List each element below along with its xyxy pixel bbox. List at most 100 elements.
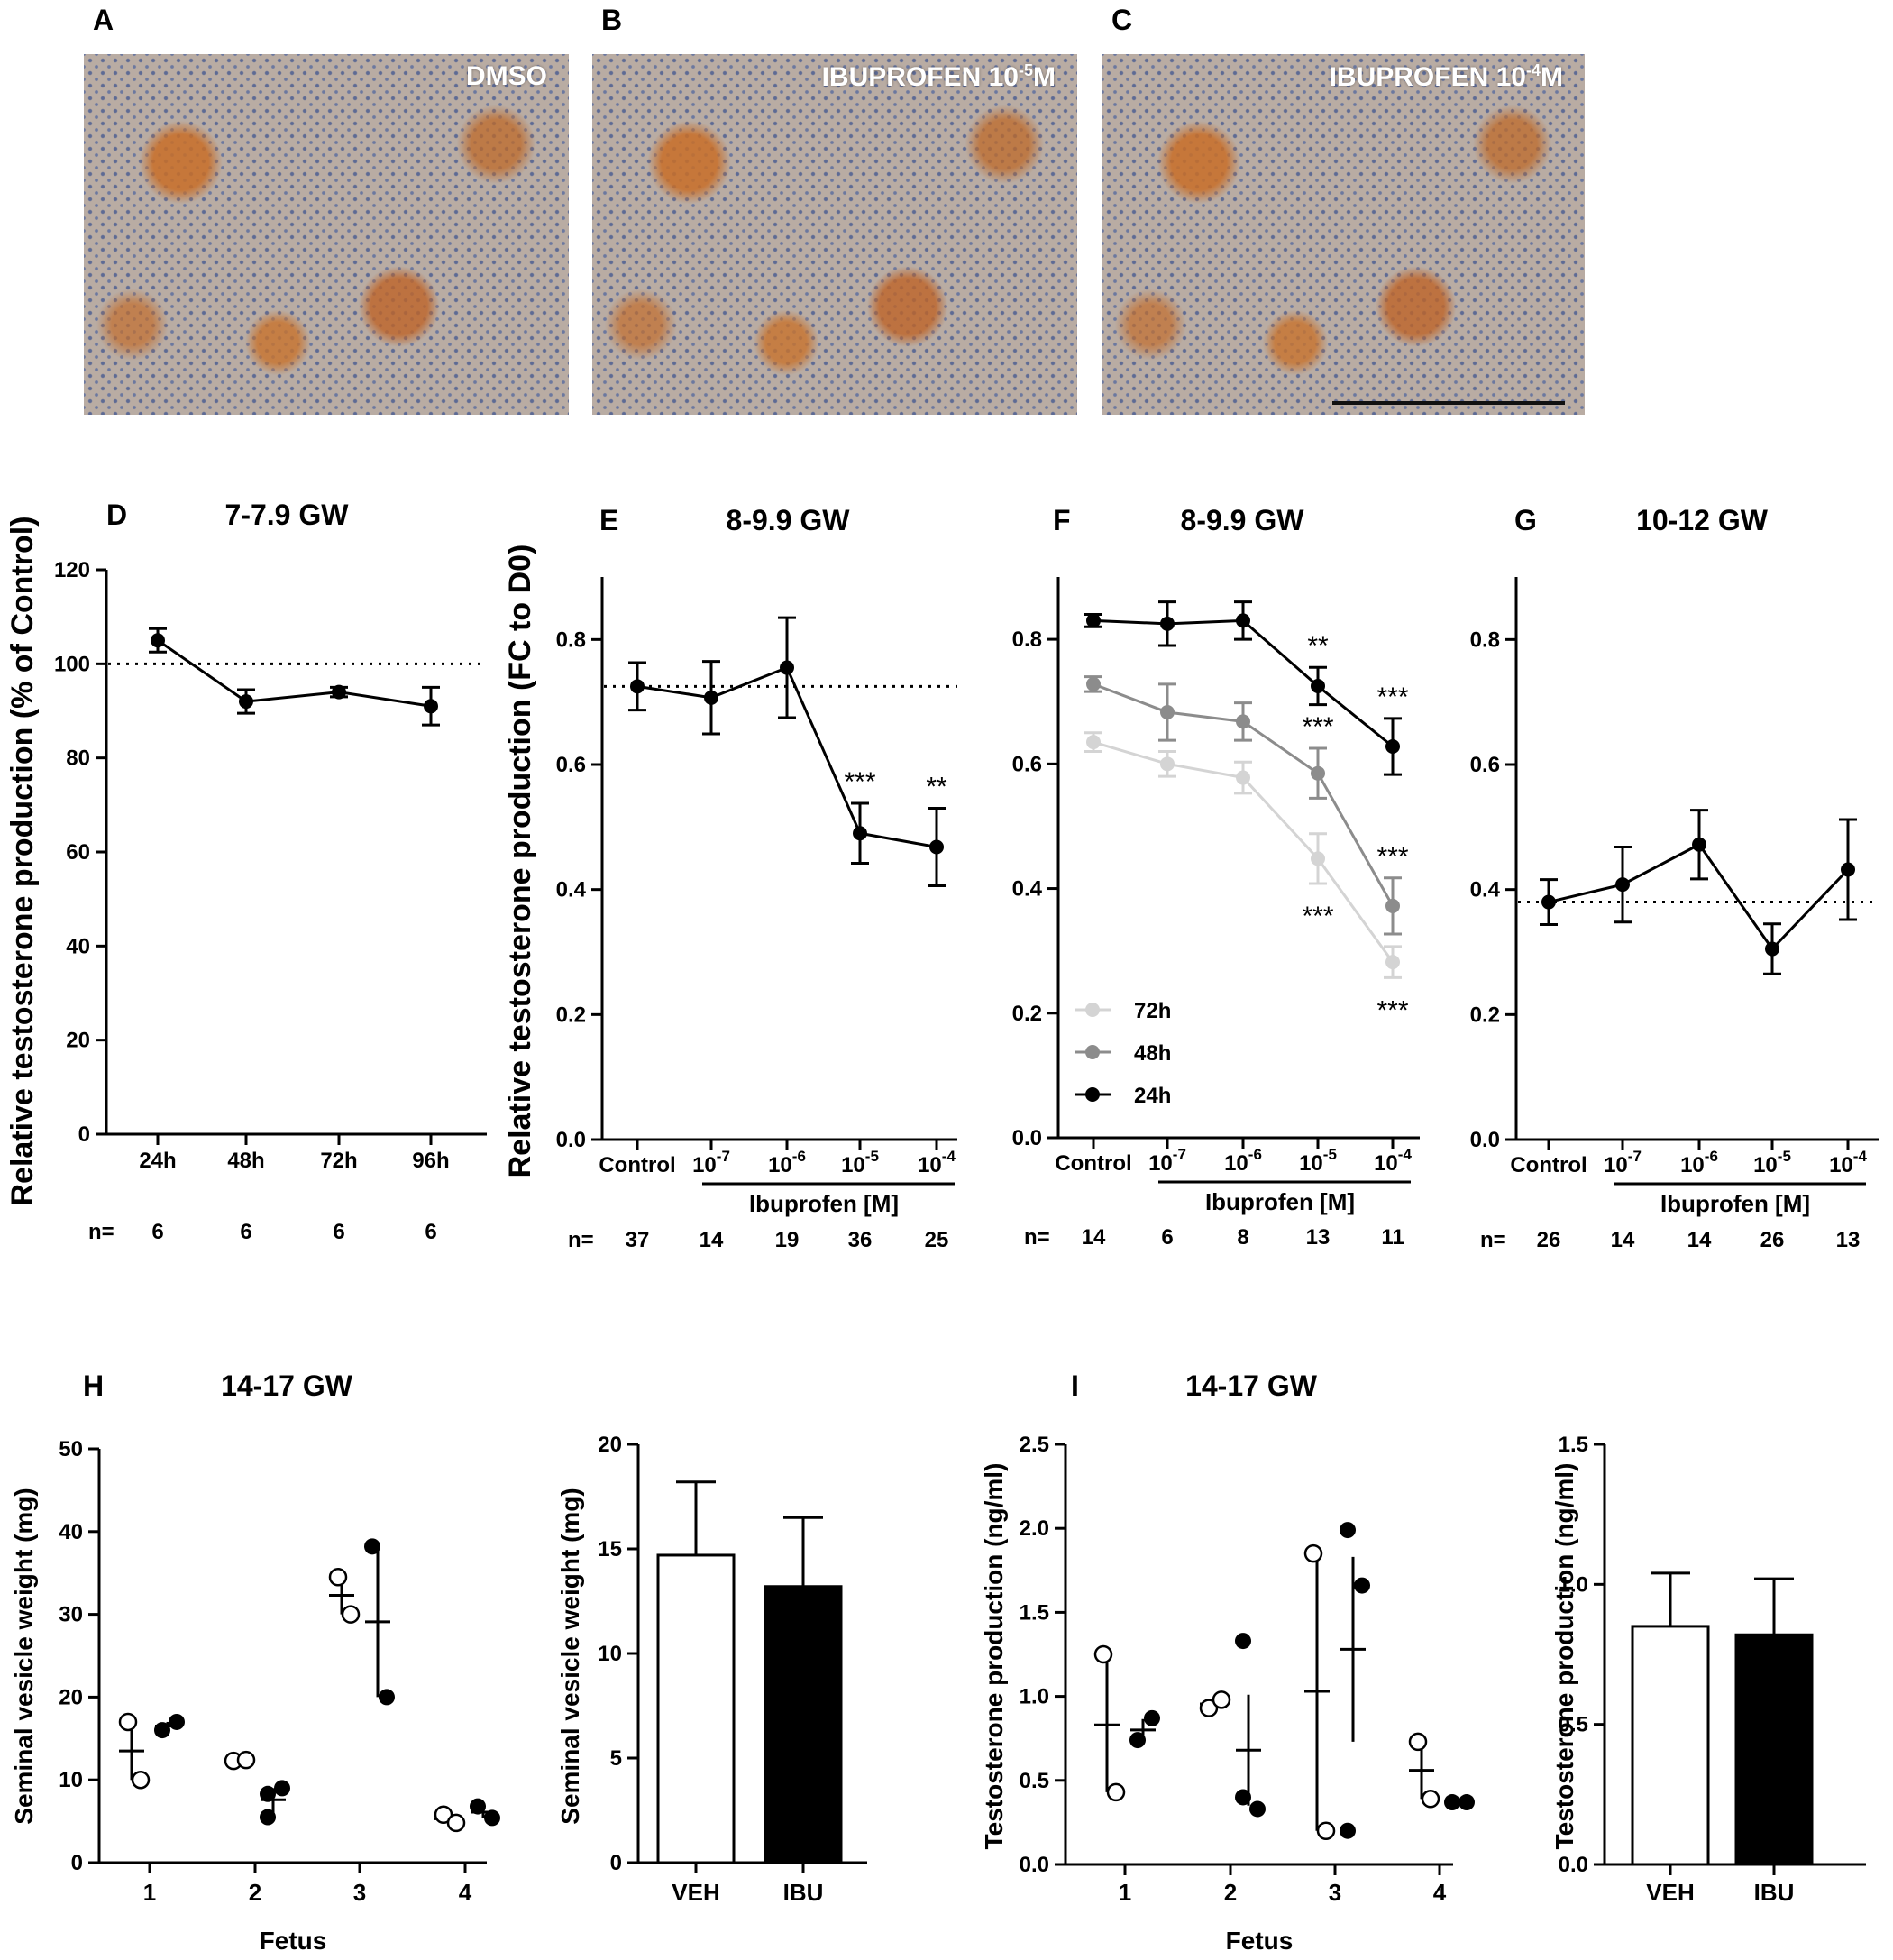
data-point [1160, 616, 1175, 631]
micrograph-label-ibuprofen-1e-5: IBUPROFEN 10-5M [821, 61, 1056, 92]
n-count: 26 [1760, 1228, 1785, 1252]
ibu-point [1235, 1633, 1251, 1650]
y-axis-label: Seminal vesicle weight (mg) [556, 1488, 584, 1824]
x-tick-label: 4 [459, 1879, 472, 1906]
group-label: Ibuprofen [M] [1205, 1188, 1355, 1215]
ibu-point [260, 1809, 276, 1826]
ibu-point [484, 1809, 500, 1827]
veh-point [131, 1770, 151, 1790]
panel-letter-a: A [93, 4, 114, 36]
n-label: n= [1480, 1228, 1506, 1252]
veh-point [1093, 1644, 1113, 1664]
y-tick-label: 120 [54, 558, 90, 582]
series [1540, 809, 1857, 975]
chart-title: 7-7.9 GW [225, 499, 350, 531]
n-count: 37 [626, 1228, 650, 1252]
micrograph-dmso: DMSO [84, 54, 569, 415]
y-axis-label: Relative testosterone production (FC to … [503, 545, 537, 1178]
y-tick-label: 0 [610, 1851, 622, 1875]
data-point [1086, 735, 1101, 750]
y-tick-label: 0.5 [1020, 1769, 1049, 1793]
bar-ibu [1734, 1633, 1814, 1866]
x-tick-label: 10-4 [1829, 1148, 1867, 1177]
y-tick-label: 0.0 [1559, 1853, 1588, 1877]
chart-title: 10-12 GW [1636, 504, 1769, 536]
ibu-point [1129, 1732, 1146, 1749]
y-tick-label: 0.6 [1012, 752, 1042, 776]
chart-d: D 7-7.9 GW Relative testosterone productio… [5, 499, 487, 1244]
data-point [1311, 765, 1325, 781]
y-tick-label: 10 [59, 1768, 83, 1792]
ibu-point [1249, 1800, 1266, 1818]
y-tick-label: 1.5 [1020, 1600, 1049, 1625]
series-24h: ***** [1084, 600, 1409, 776]
group-label: Ibuprofen [M] [749, 1190, 899, 1217]
y-tick-label: 0.6 [1470, 753, 1500, 777]
n-label: n= [1024, 1225, 1050, 1250]
x-tick-label: IBU [1754, 1879, 1795, 1906]
chart-title: 14-17 GW [221, 1369, 353, 1402]
legend: 72h 48h 24h [1075, 999, 1171, 1108]
data-point [1615, 877, 1630, 893]
x-tick-label: 3 [353, 1879, 366, 1906]
y-axis-label: Seminal vesicle weight (mg) [10, 1488, 38, 1824]
ibu-point [274, 1780, 290, 1797]
y-tick-label: 20 [598, 1433, 622, 1457]
data-point [1160, 756, 1175, 772]
y-tick-label: 1.0 [1020, 1685, 1049, 1709]
ibu-point [1144, 1709, 1160, 1726]
y-tick-label: 0 [78, 1122, 90, 1147]
veh-point [1199, 1699, 1219, 1717]
x-tick-label: Control [1510, 1153, 1587, 1177]
significance-marker: *** [1376, 682, 1408, 712]
ibu-point [260, 1785, 276, 1802]
n-count: 14 [1687, 1228, 1712, 1252]
legend-swatch-point [1085, 1087, 1100, 1102]
data-point [1765, 941, 1779, 957]
data-point [1692, 837, 1706, 852]
y-tick-label: 15 [598, 1537, 622, 1562]
group-label: Ibuprofen [M] [1660, 1190, 1810, 1217]
ibu-point [1354, 1577, 1370, 1594]
data-point [1236, 613, 1250, 628]
y-axis-label: Testosterone production (ng/ml) [1550, 1463, 1578, 1850]
significance-marker: *** [1376, 842, 1408, 872]
data-point [929, 839, 944, 855]
veh-point [1408, 1732, 1428, 1752]
fetus-group [1199, 1633, 1266, 1818]
data-point [1841, 862, 1855, 877]
veh-point [1316, 1821, 1336, 1840]
y-tick-label: 20 [66, 1029, 90, 1053]
data-point [239, 694, 253, 710]
y-tick-label: 0 [71, 1851, 83, 1875]
x-tick-label: 10-4 [1374, 1146, 1412, 1176]
significance-marker: ** [1307, 631, 1329, 661]
y-tick-label: 0.2 [1012, 1002, 1042, 1026]
x-tick-label: 1 [143, 1879, 156, 1906]
chart-f: F 8-9.9 GW 0.0 0.2 0.4 0.6 0.8 Control 10-7 10-6 1… [1012, 504, 1420, 1250]
y-tick-label: 80 [66, 746, 90, 771]
x-tick-label: 48h [227, 1149, 264, 1173]
micrograph-label-dmso: DMSO [466, 61, 547, 91]
fetus-group [118, 1712, 185, 1790]
x-axis-label: Fetus [260, 1927, 327, 1955]
data-point [1086, 676, 1101, 691]
micrograph-ibuprofen-1e-5: IBUPROFEN 10-5M [592, 54, 1077, 415]
significance-marker: *** [1302, 712, 1333, 742]
y-tick-label: 0.4 [1012, 877, 1043, 902]
panel-letter: D [106, 499, 127, 531]
data-point [1385, 738, 1400, 754]
chart-h1: H 14-17 GW Seminal vesicle weight (mg) 0 10 2… [10, 1369, 500, 1955]
data-point [780, 660, 794, 675]
y-tick-label: 2.0 [1020, 1516, 1049, 1541]
panel-letter: G [1514, 504, 1537, 536]
fetus-group [1093, 1644, 1160, 1802]
x-tick-label: 2 [1224, 1879, 1237, 1906]
y-tick-label: 0.8 [1012, 627, 1042, 652]
micrograph-ibuprofen-1e-4: IBUPROFEN 10-4M [1102, 54, 1585, 415]
series-48h: *** *** [1084, 675, 1409, 936]
chart-g: G 10-12 GW 0.0 0.2 0.4 0.6 0.8 Control 10-7 10-6 1… [1470, 504, 1879, 1252]
panel-letter-c: C [1111, 4, 1133, 36]
y-tick-label: 30 [59, 1603, 83, 1627]
data-point [1160, 704, 1175, 719]
